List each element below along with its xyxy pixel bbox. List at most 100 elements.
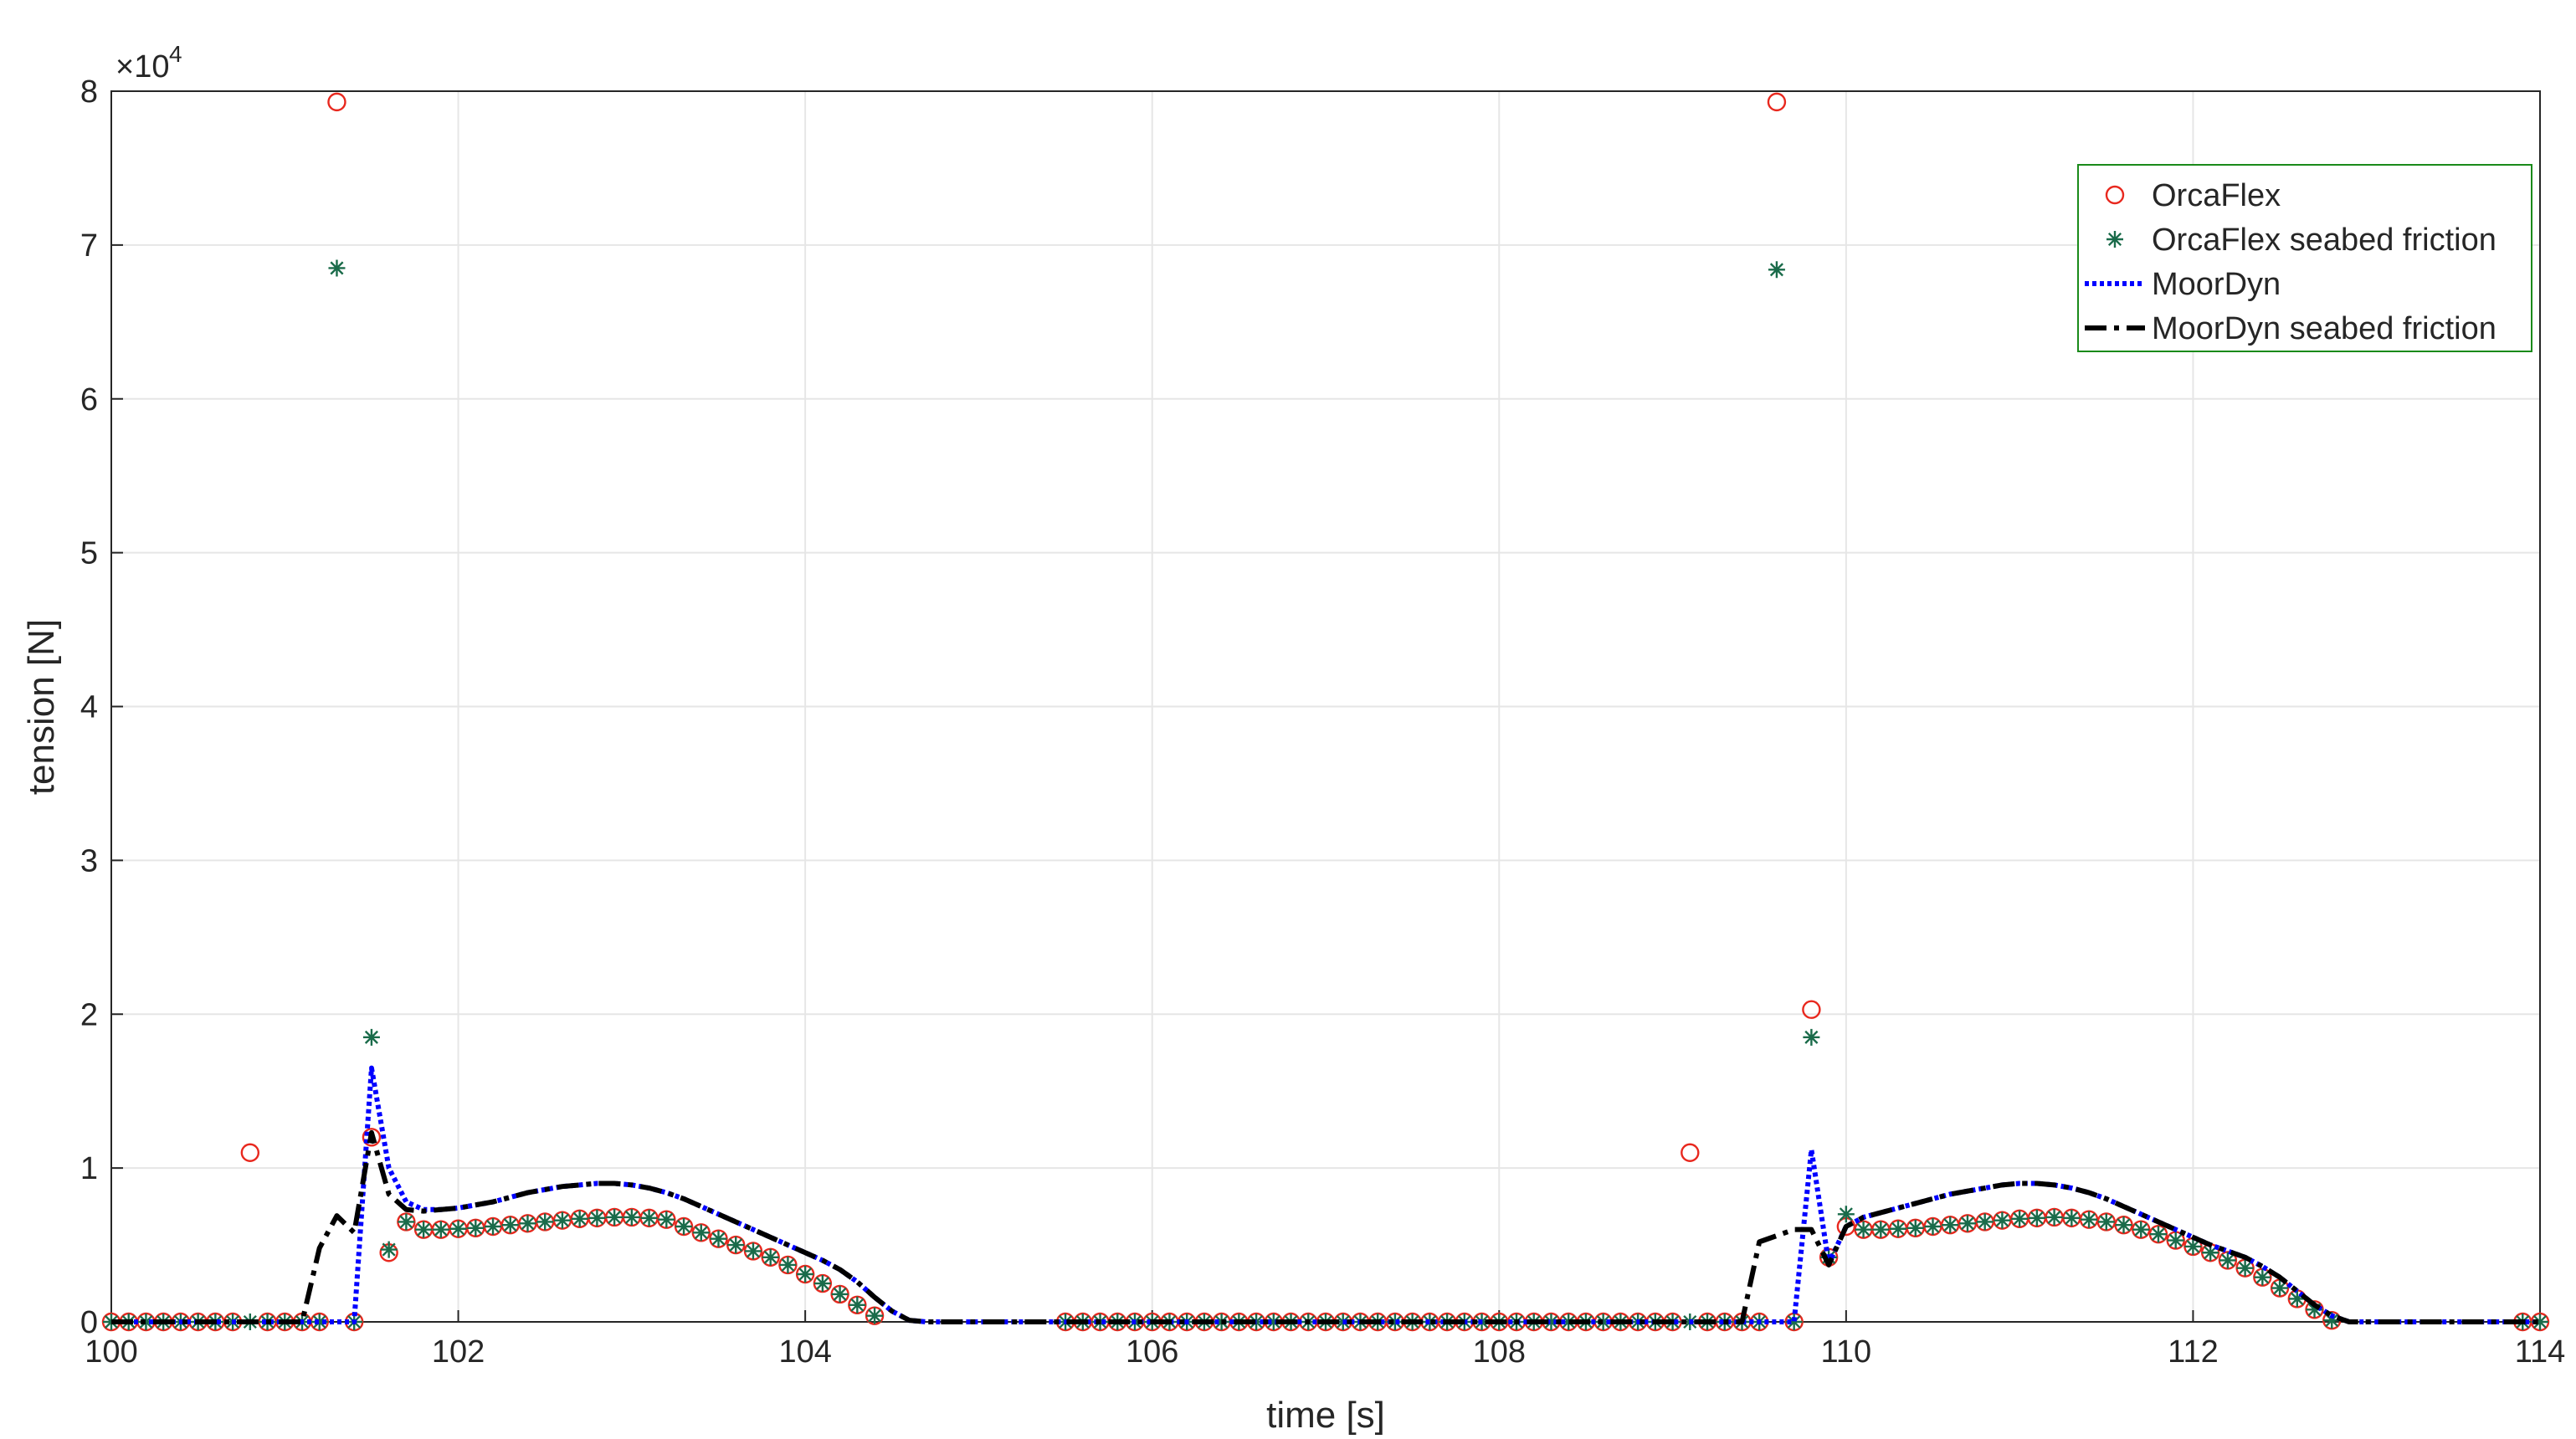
legend-label: OrcaFlex seabed friction: [2152, 223, 2496, 258]
marker: [2288, 1290, 2306, 1308]
marker: [1890, 1220, 1907, 1237]
marker: [501, 1216, 519, 1234]
marker: [519, 1215, 536, 1232]
x-tick-label: 112: [2168, 1334, 2219, 1370]
marker: [2306, 1301, 2323, 1319]
series-line: [111, 1129, 2540, 1324]
marker: [2045, 1208, 2063, 1226]
legend-label: OrcaFlex: [2152, 178, 2281, 213]
legend-label: MoorDyn seabed friction: [2152, 311, 2496, 346]
legend-label: MoorDyn: [2152, 267, 2281, 302]
y-multiplier-exponent: 4: [169, 41, 182, 67]
y-tick-label: 0: [80, 1305, 98, 1340]
marker: [485, 1218, 502, 1235]
x-tick-label: 114: [2515, 1334, 2566, 1370]
series: [111, 1129, 2540, 1324]
marker: [2271, 1279, 2289, 1297]
marker: [866, 1307, 884, 1324]
marker: [779, 1256, 797, 1273]
marker: [536, 1213, 554, 1231]
marker: [813, 1275, 831, 1293]
marker: [571, 1210, 588, 1227]
marker: [310, 1314, 328, 1330]
marker: [1802, 1000, 1821, 1019]
marker: [797, 1266, 814, 1283]
legend-symbol: [2105, 185, 2125, 205]
marker: [2115, 1216, 2132, 1234]
marker: [2323, 1312, 2341, 1329]
legend-marker: [2106, 231, 2123, 248]
y-multiplier-base: ×10: [115, 49, 169, 84]
marker: [2167, 1232, 2184, 1249]
marker: [744, 1242, 762, 1260]
marker: [362, 1028, 380, 1046]
marker: [2532, 1314, 2548, 1330]
marker: [449, 1220, 467, 1237]
marker: [1872, 1221, 1890, 1238]
marker: [2097, 1213, 2115, 1231]
marker: [710, 1230, 727, 1247]
legend-symbol: [2106, 231, 2123, 248]
marker: [1768, 261, 1785, 279]
marker: [2011, 1210, 2029, 1227]
marker: [1386, 1314, 1403, 1330]
marker: [831, 1285, 849, 1303]
marker: [1542, 1314, 1560, 1330]
marker: [1785, 1314, 1803, 1330]
marker: [137, 1314, 155, 1330]
legend-box: [2077, 164, 2532, 352]
legend-marker: [2105, 185, 2125, 205]
x-tick-label: 102: [432, 1334, 485, 1370]
marker: [362, 1128, 382, 1147]
marker: [640, 1209, 658, 1226]
marker: [328, 259, 346, 277]
x-tick-label: 106: [1126, 1334, 1178, 1370]
marker: [553, 1211, 571, 1229]
y-tick-label: 2: [80, 997, 98, 1032]
marker: [1837, 1206, 1855, 1223]
marker: [1560, 1314, 1578, 1330]
marker: [467, 1219, 485, 1237]
marker: [1958, 1215, 1976, 1232]
y-tick-label: 8: [80, 74, 98, 110]
marker: [1594, 1314, 1612, 1330]
marker: [2236, 1259, 2254, 1277]
y-tick-label: 3: [80, 843, 98, 878]
marker: [658, 1211, 675, 1228]
marker: [588, 1209, 606, 1226]
marker: [1976, 1213, 1994, 1231]
marker: [432, 1221, 449, 1238]
y-tick-label: 4: [80, 690, 98, 725]
marker: [727, 1237, 745, 1254]
y-tick-label: 7: [80, 228, 98, 264]
marker: [623, 1208, 640, 1226]
marker: [2219, 1252, 2236, 1269]
marker: [2254, 1268, 2271, 1286]
x-tick-label: 100: [85, 1334, 137, 1370]
marker: [692, 1224, 710, 1242]
y-tick-label: 1: [80, 1151, 98, 1186]
marker: [2149, 1226, 2167, 1243]
marker: [1994, 1211, 2011, 1229]
marker: [2132, 1221, 2150, 1238]
marker: [1681, 1143, 1700, 1162]
marker: [1855, 1221, 1872, 1238]
marker: [849, 1296, 866, 1314]
x-tick-label: 104: [778, 1334, 831, 1370]
marker: [2202, 1244, 2219, 1262]
marker: [1767, 92, 1787, 112]
y-tick-label: 6: [80, 382, 98, 417]
marker: [1924, 1218, 1942, 1235]
marker: [1265, 1314, 1282, 1330]
marker: [380, 1241, 398, 1258]
marker: [2028, 1209, 2045, 1226]
marker: [1906, 1219, 1924, 1237]
marker: [675, 1218, 693, 1235]
y-axis-label: tension [N]: [21, 619, 62, 795]
y-tick-label: 5: [80, 536, 98, 571]
x-axis-label: time [s]: [1266, 1395, 1385, 1436]
marker: [1942, 1216, 1959, 1234]
marker: [606, 1208, 623, 1226]
marker: [2081, 1211, 2098, 1228]
